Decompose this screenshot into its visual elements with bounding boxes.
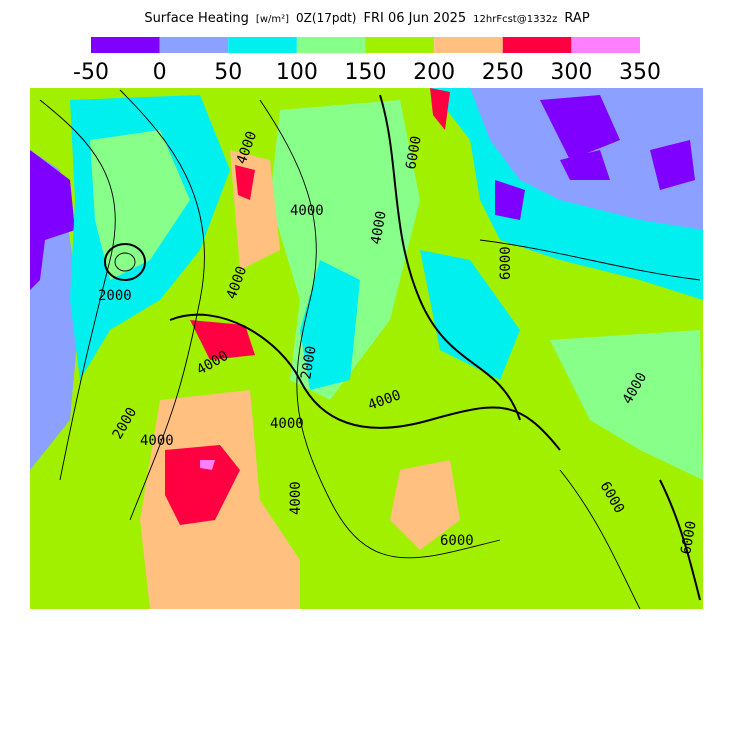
contour-label: 6000 [403,135,425,171]
contour [559,469,641,609]
legend-tick-label: 250 [482,60,524,85]
contour [119,89,205,521]
ocean-dark [30,150,75,290]
legend-tick-label: 50 [214,60,242,85]
contour-label: 6000 [440,533,474,549]
map-title: Surface Heating [w/m²] 0Z(17pdt) FRI 06 Jun… [144,11,590,26]
title-part: RAP [564,11,589,26]
contour-label: 2000 [298,345,320,381]
region-purple [495,95,695,220]
contour [39,99,116,481]
legend-swatch [571,37,640,53]
legend-swatch [91,37,160,53]
contour [114,252,136,272]
legend-swatch [502,37,572,53]
title-part: [w/m²] [256,14,289,25]
legend-swatch [296,37,366,53]
region-green-w [90,130,190,280]
contour-label: 4000 [140,433,174,449]
contour-label: 4000 [288,481,304,515]
legend-swatch [434,37,503,53]
region-green-e [550,330,703,480]
legend-swatch [365,37,435,53]
legend-tick-label: 100 [276,60,318,85]
title-part: 0Z(17pdt) [296,11,356,25]
title-part: Surface Heating [144,11,249,26]
contour [169,313,561,451]
contour [659,479,701,601]
contour-label: 4000 [270,416,304,432]
region-pink [200,460,215,470]
legend-tick-label: 200 [413,60,455,85]
contour-label: 4000 [290,203,324,219]
legend-tick-label: -50 [73,60,109,85]
legend-tick-label: 0 [153,60,167,85]
legend-swatch [228,37,297,53]
contour-label: 2000 [98,288,132,304]
contour-label: 4000 [368,210,390,246]
legend-tick-label: 300 [550,60,592,85]
legend-tick-label: 350 [619,60,661,85]
legend-tick-label: 150 [345,60,387,85]
legend-swatch [159,37,229,53]
region-red [165,88,450,525]
contour [259,99,501,559]
color-legend: -50 0 50 100 150 200 250 300 350 [73,37,661,85]
title-part: FRI 06 Jun 2025 [363,11,466,26]
contour [104,243,146,281]
contour [379,94,521,421]
title-part: 12hrFcst@1332z [473,14,557,25]
contour-label: 6000 [678,520,700,556]
contour [479,239,701,281]
contour-label: 6000 [498,246,514,280]
region-cyan-c [300,250,520,390]
